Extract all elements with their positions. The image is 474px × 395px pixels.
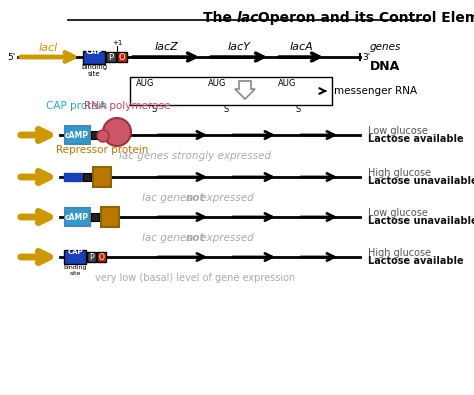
Bar — [87, 252, 96, 262]
Text: S: S — [295, 105, 301, 114]
Text: not: not — [185, 233, 205, 243]
Text: High glucose: High glucose — [368, 168, 431, 178]
Text: binding
site: binding site — [63, 265, 87, 276]
Text: RNA polymerase: RNA polymerase — [84, 101, 170, 111]
Bar — [93, 167, 111, 187]
Bar — [106, 52, 116, 62]
Text: +1: +1 — [112, 40, 122, 46]
Text: CAP: CAP — [85, 47, 103, 56]
Text: DNA: DNA — [370, 60, 400, 73]
Text: Lactose available: Lactose available — [368, 256, 464, 266]
Text: Low glucose: Low glucose — [368, 208, 428, 218]
Polygon shape — [235, 81, 255, 99]
Text: O: O — [118, 53, 125, 62]
Text: Repressor protein: Repressor protein — [56, 145, 148, 155]
Text: lac genes strongly expressed: lac genes strongly expressed — [119, 151, 271, 161]
Text: lacZ: lacZ — [154, 42, 178, 52]
Bar — [65, 208, 90, 226]
Text: Lactose unavailable: Lactose unavailable — [368, 176, 474, 186]
Bar — [64, 173, 82, 181]
Bar — [91, 213, 99, 221]
Text: P: P — [89, 252, 94, 261]
Text: lacI: lacI — [38, 43, 58, 53]
Bar — [64, 250, 86, 264]
Text: cAMP: cAMP — [65, 213, 89, 222]
Circle shape — [97, 130, 109, 142]
Text: S: S — [223, 105, 228, 114]
Bar — [83, 51, 105, 64]
Circle shape — [103, 118, 131, 146]
Bar — [91, 131, 99, 139]
Text: S: S — [151, 105, 156, 114]
Bar — [130, 77, 332, 105]
Bar — [97, 252, 106, 262]
Text: lac genes: lac genes — [142, 233, 195, 243]
Text: lacY: lacY — [228, 42, 250, 52]
Bar — [65, 126, 90, 144]
Text: CAP protein: CAP protein — [46, 101, 108, 111]
Text: lacA: lacA — [289, 42, 313, 52]
Text: binding
site: binding site — [81, 64, 107, 77]
Text: Operon and its Control Elements: Operon and its Control Elements — [253, 11, 474, 25]
Bar — [101, 207, 119, 227]
Text: Lactose available: Lactose available — [368, 134, 464, 144]
Text: lac genes: lac genes — [142, 193, 195, 203]
Text: lac: lac — [237, 11, 259, 25]
Text: AUG: AUG — [208, 79, 227, 88]
Text: 3': 3' — [362, 53, 370, 62]
Text: The: The — [203, 11, 237, 25]
Text: Low glucose: Low glucose — [368, 126, 428, 136]
Text: expressed: expressed — [197, 193, 254, 203]
Text: CAP: CAP — [67, 249, 83, 255]
Text: High glucose: High glucose — [368, 248, 431, 258]
Text: very low (basal) level of gene expression: very low (basal) level of gene expressio… — [95, 273, 295, 283]
Bar — [83, 173, 91, 181]
Text: O: O — [99, 252, 104, 261]
Text: AUG: AUG — [136, 79, 155, 88]
Text: Lactose unavailable: Lactose unavailable — [368, 216, 474, 226]
Text: genes: genes — [370, 42, 401, 52]
Text: not: not — [185, 193, 205, 203]
Text: expressed: expressed — [197, 233, 254, 243]
Text: AUG: AUG — [278, 79, 296, 88]
Text: cAMP: cAMP — [65, 130, 89, 139]
Text: 5': 5' — [8, 53, 16, 62]
Bar — [117, 52, 127, 62]
Text: messenger RNA: messenger RNA — [334, 86, 417, 96]
Text: P: P — [109, 53, 114, 62]
